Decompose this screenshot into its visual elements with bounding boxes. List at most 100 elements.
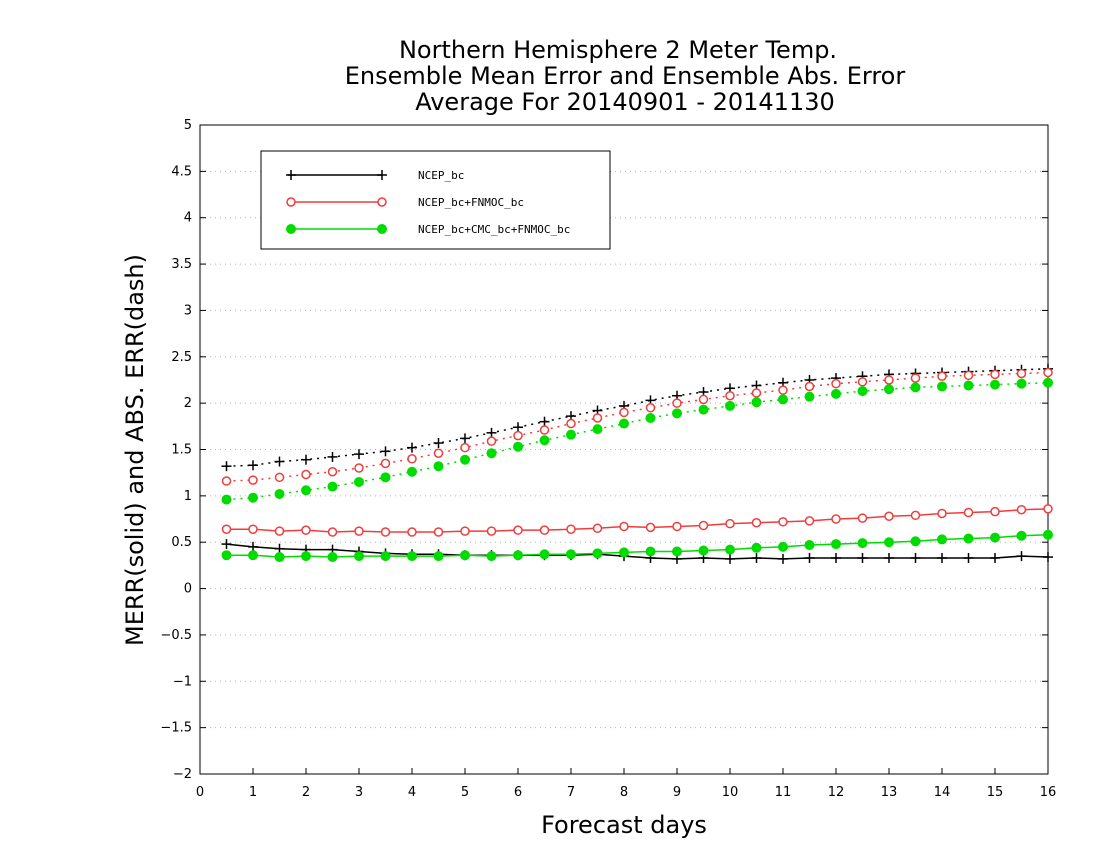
merr-point-ncep-bc-cmc-bc-fnmoc-bc <box>460 550 470 561</box>
merr-point-ncep-bc-fnmoc-bc <box>963 507 974 518</box>
x-axis-label: Forecast days <box>541 811 707 839</box>
legend-label-ncep-bc-fnmoc-bc: NCEP_bc+FNMOC_bc <box>418 196 524 209</box>
merr-point-ncep-bc <box>963 552 974 563</box>
merr-point-ncep-bc <box>751 552 762 563</box>
merr-point-ncep-bc-fnmoc-bc <box>804 516 815 526</box>
merr-point-ncep-bc-fnmoc-bc <box>831 514 841 524</box>
abs-err-point-ncep-bc <box>380 446 391 457</box>
legend-label-ncep-bc-cmc-bc-fnmoc-bc: NCEP_bc+CMC_bc+FNMOC_bc <box>418 223 570 236</box>
x-tick-label: 0 <box>196 785 204 800</box>
abs-err-point-ncep-bc-cmc-bc-fnmoc-bc <box>460 454 470 465</box>
merr-point-ncep-bc-fnmoc-bc <box>645 522 656 533</box>
merr-point-ncep-bc-fnmoc-bc <box>274 526 285 536</box>
chart-title-line-2: Ensemble Mean Error and Ensemble Abs. Er… <box>345 62 906 90</box>
abs-err-point-ncep-bc <box>513 422 523 433</box>
merr-point-ncep-bc-cmc-bc-fnmoc-bc <box>725 544 735 555</box>
merr-point-ncep-bc-cmc-bc-fnmoc-bc <box>539 549 550 560</box>
merr-point-ncep-bc-cmc-bc-fnmoc-bc <box>248 550 258 561</box>
abs-err-point-ncep-bc <box>433 438 444 449</box>
merr-point-ncep-bc-cmc-bc-fnmoc-bc <box>937 534 947 545</box>
series-merr-line-ncep-bc-cmc-bc-fnmoc-bc <box>226 534 1049 558</box>
y-tick-label: 3 <box>184 303 192 318</box>
chart-title-line-3: Average For 20140901 - 20141130 <box>415 88 835 116</box>
x-tick-label: 13 <box>881 785 898 800</box>
abs-err-point-ncep-bc-cmc-bc-fnmoc-bc <box>778 394 788 405</box>
y-tick-label: −0.5 <box>160 628 192 643</box>
merr-point-ncep-bc-cmc-bc-fnmoc-bc <box>672 546 682 557</box>
legend-marker-ncep-bc <box>286 170 296 180</box>
x-tick-label: 15 <box>987 785 1004 800</box>
merr-point-ncep-bc-fnmoc-bc <box>380 527 391 537</box>
y-tick-label: 5 <box>184 118 192 133</box>
abs-err-point-ncep-bc-cmc-bc-fnmoc-bc <box>672 408 682 419</box>
merr-point-ncep-bc-cmc-bc-fnmoc-bc <box>1043 529 1053 540</box>
merr-point-ncep-bc-fnmoc-bc <box>221 524 232 534</box>
x-tick-label: 1 <box>249 785 257 800</box>
abs-err-point-ncep-bc <box>354 449 364 460</box>
y-tick-label: −1.5 <box>160 721 192 736</box>
x-tick-label: 11 <box>775 785 792 800</box>
merr-point-ncep-bc-fnmoc-bc <box>857 513 868 523</box>
series-merr-line-ncep-bc-fnmoc-bc <box>226 508 1049 533</box>
y-tick-label: 1 <box>184 489 192 504</box>
merr-point-ncep-bc-fnmoc-bc <box>460 526 470 536</box>
merr-point-ncep-bc-fnmoc-bc <box>433 527 444 537</box>
merr-point-ncep-bc-cmc-bc-fnmoc-bc <box>831 539 841 550</box>
legend-marker-ncep-bc-fnmoc-bc <box>286 197 296 207</box>
merr-point-ncep-bc-cmc-bc-fnmoc-bc <box>910 536 921 547</box>
abs-err-point-ncep-bc-fnmoc-bc <box>248 475 258 485</box>
x-tick-label: 8 <box>620 785 628 800</box>
abs-err-point-ncep-bc-cmc-bc-fnmoc-bc <box>274 489 285 500</box>
y-axis-label: MERR(solid) and ABS. ERR(dash) <box>121 254 149 646</box>
abs-err-point-ncep-bc-cmc-bc-fnmoc-bc <box>751 397 762 408</box>
x-axis-ticks: 0 1 2 3 4 5 6 7 8 9 10 11 12 13 14 15 16 <box>196 768 1056 800</box>
merr-point-ncep-bc <box>1016 551 1027 562</box>
merr-point-ncep-bc <box>725 553 735 564</box>
abs-err-point-ncep-bc-fnmoc-bc <box>963 370 974 381</box>
abs-err-point-ncep-bc <box>539 416 550 427</box>
merr-point-ncep-bc-fnmoc-bc <box>619 521 629 532</box>
merr-point-ncep-bc-fnmoc-bc <box>751 517 762 528</box>
merr-point-ncep-bc-fnmoc-bc <box>910 510 921 521</box>
abs-err-point-ncep-bc-fnmoc-bc <box>804 381 815 392</box>
abs-err-point-ncep-bc-fnmoc-bc <box>857 377 868 387</box>
abs-err-point-ncep-bc-cmc-bc-fnmoc-bc <box>433 461 444 472</box>
x-tick-label: 16 <box>1040 785 1057 800</box>
abs-err-point-ncep-bc-cmc-bc-fnmoc-bc <box>645 412 656 423</box>
abs-err-point-ncep-bc-fnmoc-bc <box>778 385 788 395</box>
abs-err-point-ncep-bc-cmc-bc-fnmoc-bc <box>910 382 921 393</box>
y-tick-label: 0 <box>184 582 192 597</box>
abs-err-point-ncep-bc <box>460 433 470 444</box>
abs-err-point-ncep-bc-cmc-bc-fnmoc-bc <box>937 381 947 392</box>
abs-err-point-ncep-bc-fnmoc-bc <box>592 413 603 423</box>
y-tick-label: −1 <box>173 674 192 689</box>
merr-point-ncep-bc-fnmoc-bc <box>248 524 258 534</box>
merr-point-ncep-bc-fnmoc-bc <box>698 520 709 531</box>
x-tick-label: 4 <box>408 785 416 800</box>
merr-point-ncep-bc <box>990 552 1000 563</box>
abs-err-point-ncep-bc-fnmoc-bc <box>645 403 656 413</box>
merr-point-ncep-bc-fnmoc-bc <box>1043 504 1053 514</box>
abs-err-point-ncep-bc-cmc-bc-fnmoc-bc <box>698 404 709 415</box>
chart-title: Northern Hemisphere 2 Meter Temp. Ensemb… <box>345 36 906 116</box>
merr-point-ncep-bc-cmc-bc-fnmoc-bc <box>566 549 576 560</box>
abs-err-point-ncep-bc-cmc-bc-fnmoc-bc <box>539 435 550 446</box>
x-tick-label: 6 <box>514 785 522 800</box>
x-tick-label: 12 <box>828 785 845 800</box>
legend-label-ncep-bc: NCEP_bc <box>418 169 464 182</box>
merr-point-ncep-bc-fnmoc-bc <box>884 511 894 522</box>
merr-point-ncep-bc-fnmoc-bc <box>672 521 682 532</box>
abs-err-point-ncep-bc-cmc-bc-fnmoc-bc <box>354 476 364 487</box>
y-tick-label: 2.5 <box>171 350 192 365</box>
abs-err-point-ncep-bc-cmc-bc-fnmoc-bc <box>407 466 417 477</box>
legend: NCEP_bc NCEP_bc+FNMOC_bc NCEP_bc+CMC_bc+FN… <box>260 150 611 250</box>
abs-err-point-ncep-bc <box>407 442 417 453</box>
merr-point-ncep-bc-cmc-bc-fnmoc-bc <box>751 542 762 553</box>
abs-err-point-ncep-bc-cmc-bc-fnmoc-bc <box>990 379 1000 390</box>
merr-point-ncep-bc-cmc-bc-fnmoc-bc <box>990 532 1000 543</box>
merr-point-ncep-bc <box>857 552 868 563</box>
x-tick-label: 9 <box>673 785 681 800</box>
abs-err-point-ncep-bc-fnmoc-bc <box>380 458 391 469</box>
merr-point-ncep-bc-cmc-bc-fnmoc-bc <box>619 547 629 558</box>
x-tick-label: 2 <box>302 785 310 800</box>
